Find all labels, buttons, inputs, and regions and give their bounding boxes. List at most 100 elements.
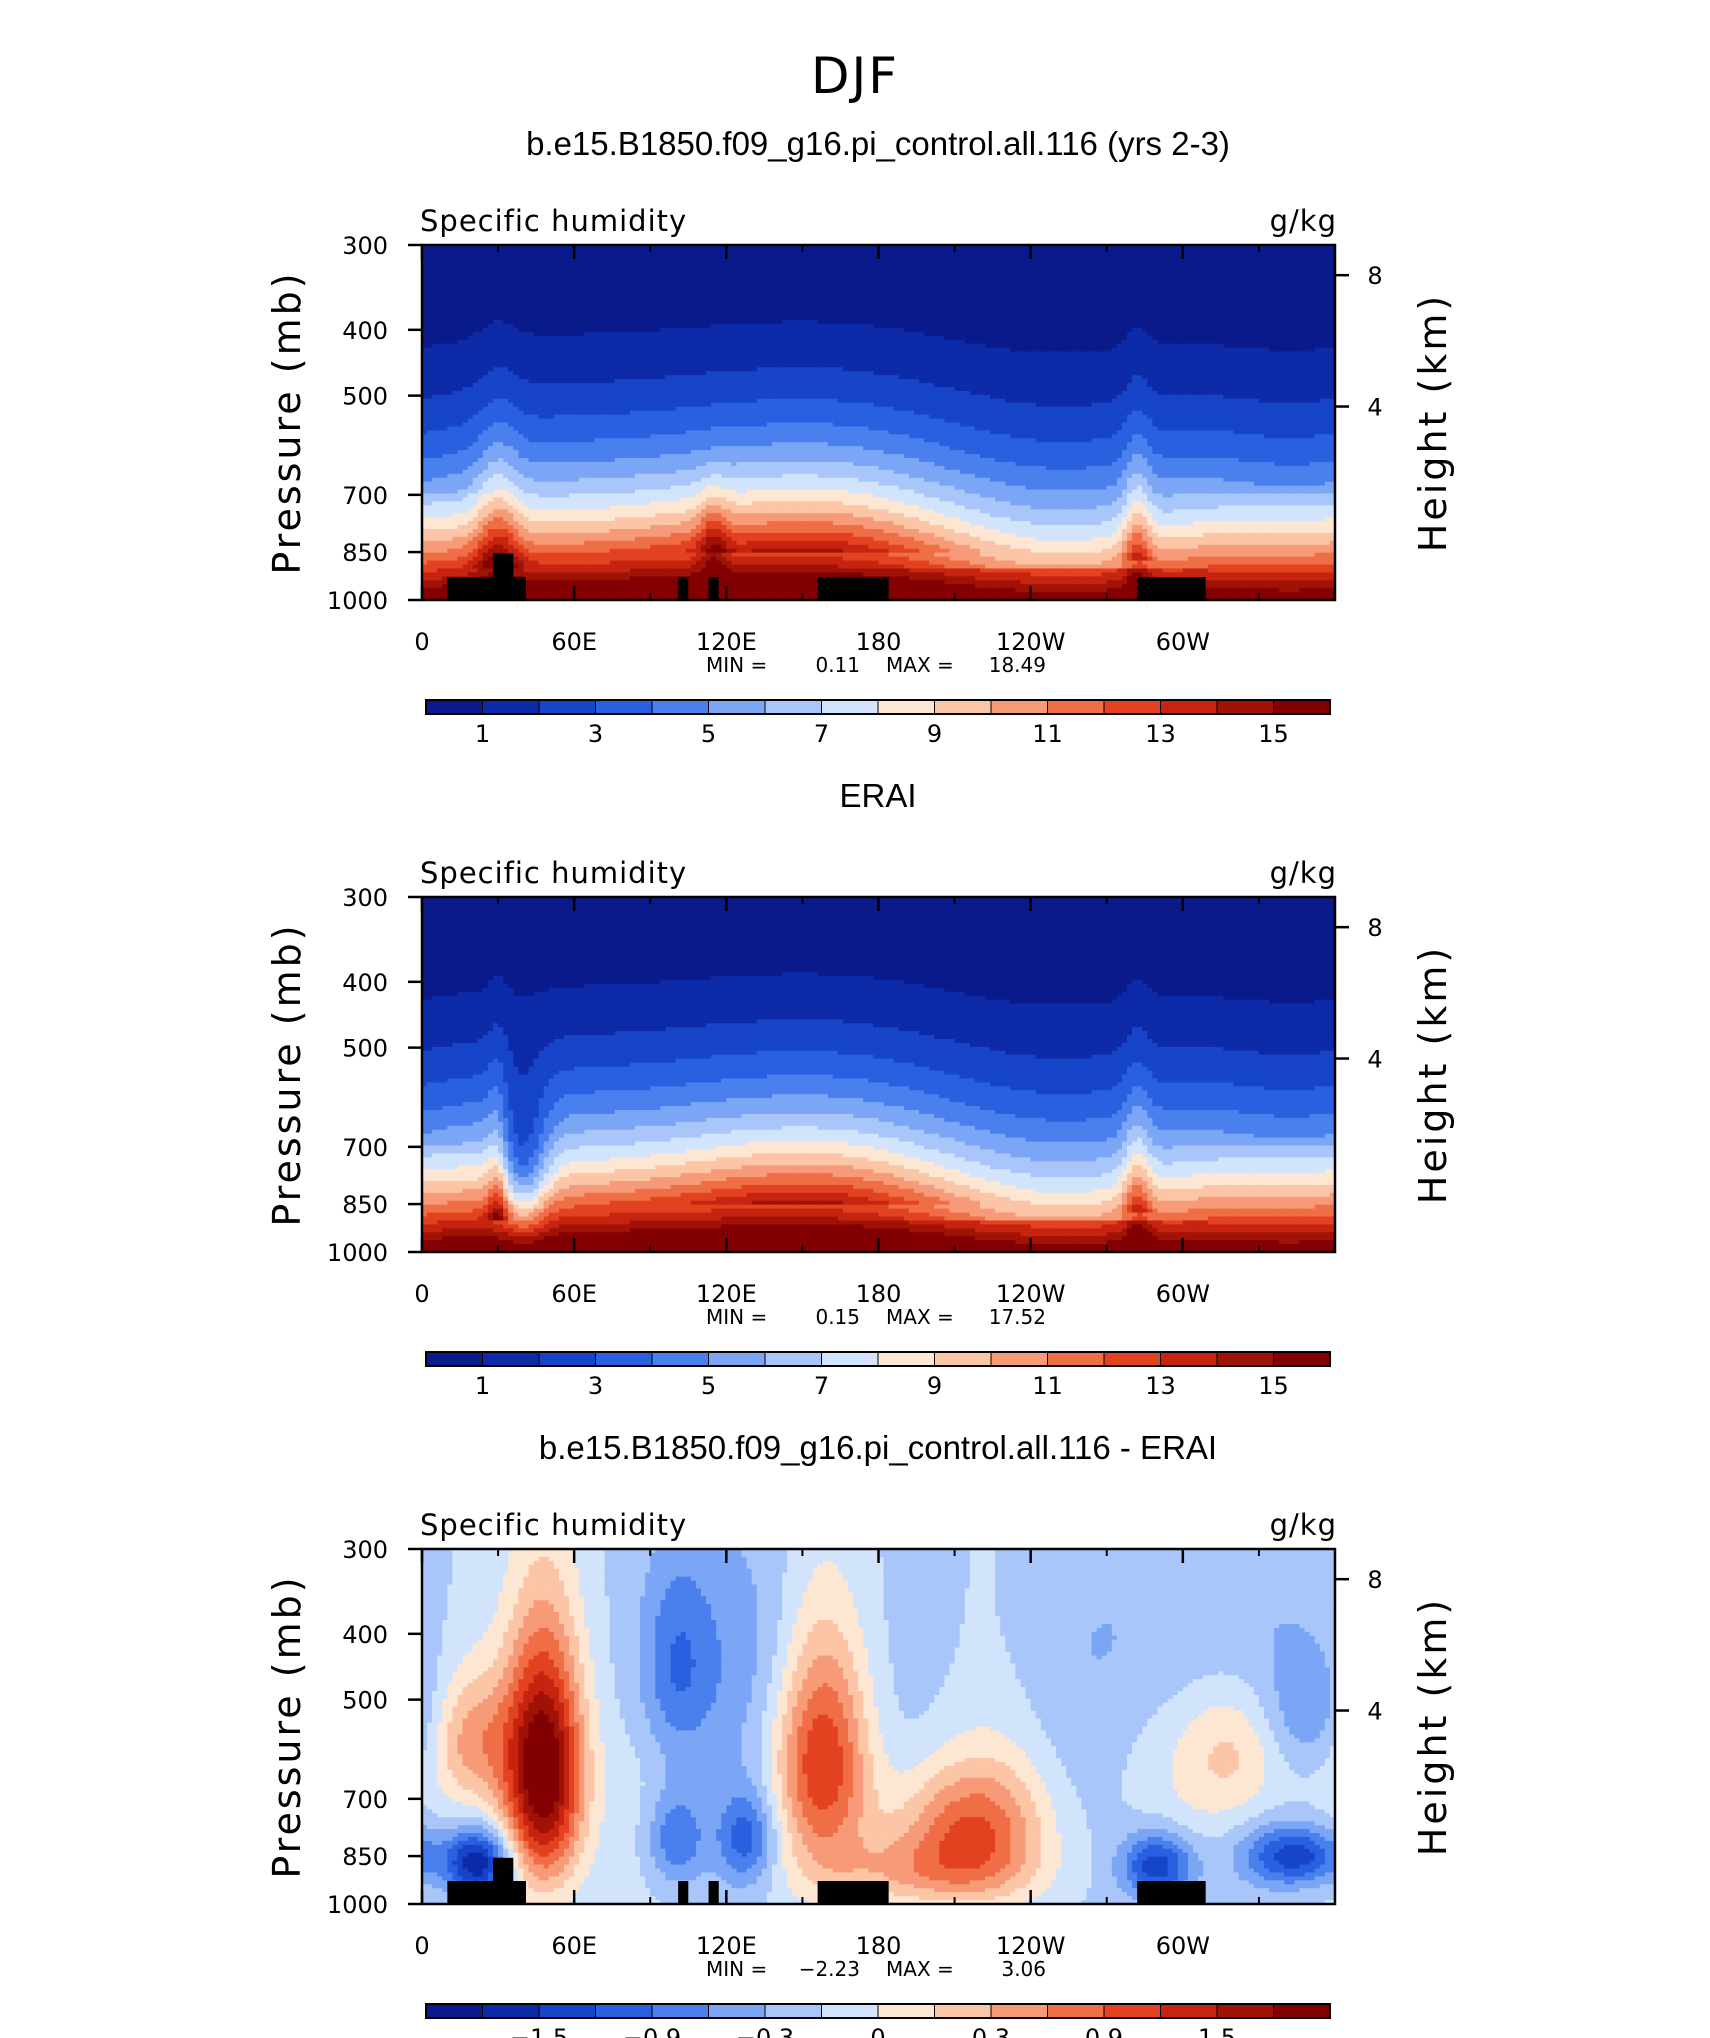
y-tick-label: 850 — [342, 1191, 388, 1219]
terrain-mask — [447, 577, 526, 600]
colorbar-swatch — [990, 1351, 1048, 1367]
colorbar-swatch — [1216, 1351, 1274, 1367]
colorbar-label: 9 — [927, 720, 942, 748]
x-tick-label: 60W — [1156, 628, 1210, 656]
min-value: 0.15 — [815, 1305, 860, 1329]
y-tick-label: 700 — [342, 482, 388, 510]
colorbar-swatch — [1216, 2003, 1274, 2019]
y-tick-label: 850 — [342, 539, 388, 567]
colorbar-swatch — [1273, 1351, 1331, 1367]
colorbar-label: 5 — [701, 1372, 716, 1400]
y2-tick-label: 4 — [1367, 1698, 1382, 1726]
colorbar-label: 13 — [1145, 1372, 1176, 1400]
variable-label: Specific humidity — [420, 856, 687, 890]
panel-title: ERAI — [839, 777, 916, 814]
y-tick-label: 400 — [342, 317, 388, 345]
max-label: MAX = — [886, 1305, 954, 1329]
x-tick-label: 0 — [414, 1932, 429, 1960]
colorbar-swatch — [1273, 2003, 1331, 2019]
heatmap-cells — [422, 1549, 1336, 1905]
y-tick-label: 850 — [342, 1843, 388, 1871]
units-label: g/kg — [1270, 856, 1337, 890]
colorbar-swatch — [482, 699, 540, 715]
colorbar-swatch — [764, 1351, 822, 1367]
terrain-mask — [708, 1881, 719, 1904]
x-tick-label: 180 — [856, 1280, 902, 1308]
terrain-mask — [678, 577, 689, 600]
colorbar-swatch — [934, 2003, 992, 2019]
y-axis-title: Pressure (mb) — [265, 1574, 309, 1878]
colorbar-label: 1 — [475, 1372, 490, 1400]
colorbar-swatch — [482, 2003, 540, 2019]
x-tick-label: 0 — [414, 628, 429, 656]
colorbar-swatch — [425, 1351, 483, 1367]
colorbar-swatch — [708, 1351, 766, 1367]
colorbar-swatch — [1047, 699, 1105, 715]
max-value: 3.06 — [1001, 1957, 1046, 1981]
y-tick-label: 400 — [342, 1621, 388, 1649]
chart-panel-2: ERAI Specific humidity g/kg 0 60E 120E 180 120W… — [265, 777, 1455, 1400]
x-tick-label: 120E — [696, 628, 757, 656]
terrain-mask — [708, 577, 719, 600]
x-tick-label: 180 — [856, 1932, 902, 1960]
terrain-mask — [1137, 1881, 1206, 1904]
colorbar-label: −0.9 — [623, 2024, 681, 2038]
colorbar-swatch — [708, 2003, 766, 2019]
x-tick-label: 120W — [996, 1280, 1066, 1308]
y2-axis-title: Height (km) — [1411, 293, 1455, 552]
heatmap-cells — [422, 897, 1336, 1253]
y-tick-label: 500 — [342, 1687, 388, 1715]
colorbar-swatch — [934, 699, 992, 715]
colorbar-label: 0.3 — [972, 2024, 1010, 2038]
max-label: MAX = — [886, 1957, 954, 1981]
chart-panel-1: b.e15.B1850.f09_g16.pi_control.all.116 (… — [265, 125, 1455, 748]
colorbar-label: 0.9 — [1085, 2024, 1123, 2038]
colorbar-label: 5 — [701, 720, 716, 748]
colorbar-swatch — [708, 699, 766, 715]
y-tick-label: 1000 — [327, 1891, 388, 1919]
colorbar-label: −0.3 — [736, 2024, 794, 2038]
panel-title: b.e15.B1850.f09_g16.pi_control.all.116 -… — [539, 1429, 1217, 1466]
colorbar-swatch — [1103, 699, 1161, 715]
colorbar: 1 3 5 7 9 11 13 15 — [425, 1351, 1331, 1400]
colorbar-swatch — [764, 2003, 822, 2019]
colorbar-frame — [425, 1351, 1331, 1367]
min-value: 0.11 — [815, 653, 860, 677]
colorbar-label: 1 — [475, 720, 490, 748]
colorbar-swatch — [651, 1351, 709, 1367]
colorbar-swatch — [651, 699, 709, 715]
colorbar-swatch — [764, 699, 822, 715]
min-label: MIN = — [706, 1957, 767, 1981]
colorbar-label: 0 — [870, 2024, 885, 2038]
y2-axis-title: Height (km) — [1411, 1597, 1455, 1856]
colorbar-swatch — [1160, 699, 1218, 715]
colorbar-swatch — [877, 2003, 935, 2019]
y-tick-label: 300 — [342, 232, 388, 260]
figure-title: DJF — [811, 47, 899, 105]
colorbar-label: 3 — [588, 1372, 603, 1400]
colorbar-swatch — [1273, 699, 1331, 715]
colorbar-label: 15 — [1258, 720, 1289, 748]
colorbar-swatch — [934, 1351, 992, 1367]
x-tick-label: 120E — [696, 1932, 757, 1960]
colorbar-label: 7 — [814, 1372, 829, 1400]
colorbar-swatch — [990, 2003, 1048, 2019]
colorbar-swatch — [877, 699, 935, 715]
colorbar-swatch — [990, 699, 1048, 715]
chart-panel-3: b.e15.B1850.f09_g16.pi_control.all.116 -… — [265, 1429, 1455, 2038]
y-tick-label: 700 — [342, 1134, 388, 1162]
y2-tick-label: 8 — [1367, 262, 1382, 290]
colorbar-swatch — [1216, 699, 1274, 715]
colorbar-swatch — [538, 2003, 596, 2019]
colorbar-swatch — [1160, 2003, 1218, 2019]
colorbar-swatch — [877, 1351, 935, 1367]
max-value: 17.52 — [989, 1305, 1046, 1329]
colorbar-label: 11 — [1032, 720, 1063, 748]
colorbar-label: −1.5 — [510, 2024, 568, 2038]
min-value: −2.23 — [799, 1957, 860, 1981]
y-tick-label: 1000 — [327, 587, 388, 615]
colorbar-swatch — [425, 699, 483, 715]
y-tick-label: 300 — [342, 884, 388, 912]
colorbar: 1 3 5 7 9 11 13 15 — [425, 699, 1331, 748]
